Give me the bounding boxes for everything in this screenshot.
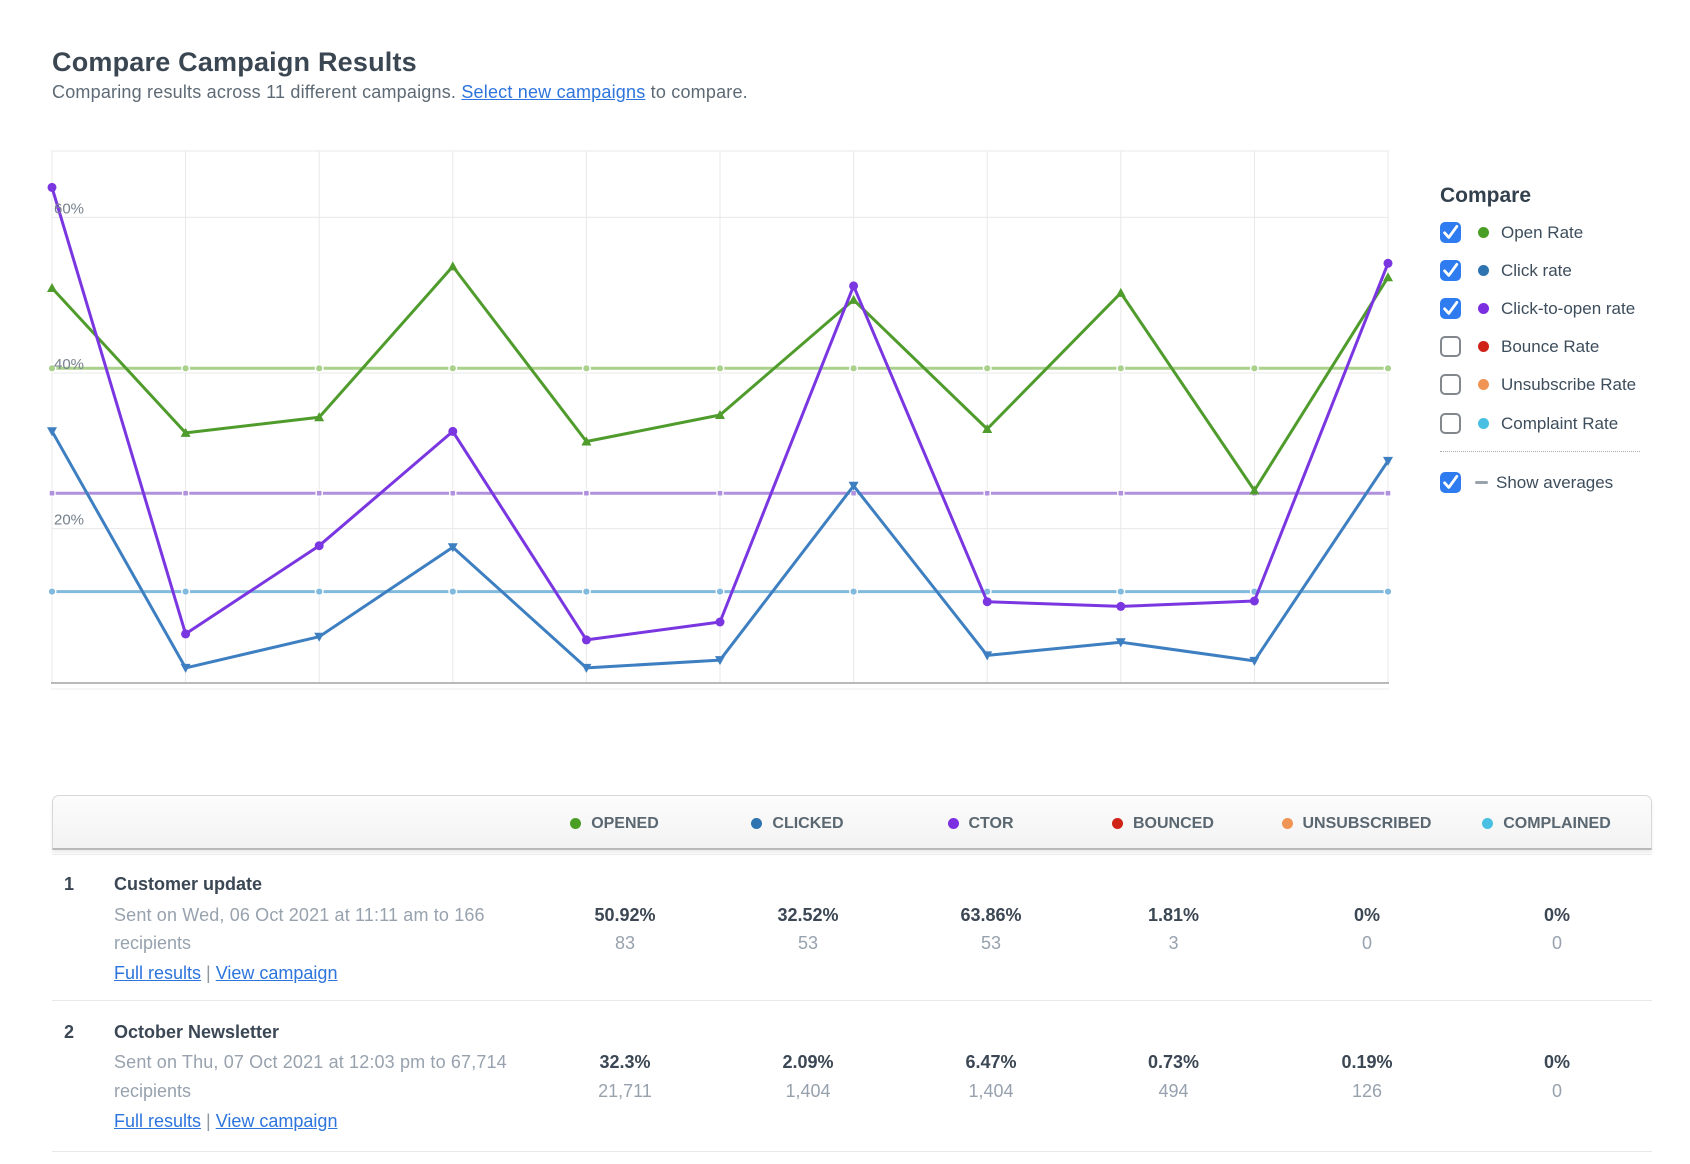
svg-text:40%: 40% <box>54 356 84 373</box>
svg-text:60%: 60% <box>54 200 84 217</box>
svg-text:20%: 20% <box>54 512 84 529</box>
